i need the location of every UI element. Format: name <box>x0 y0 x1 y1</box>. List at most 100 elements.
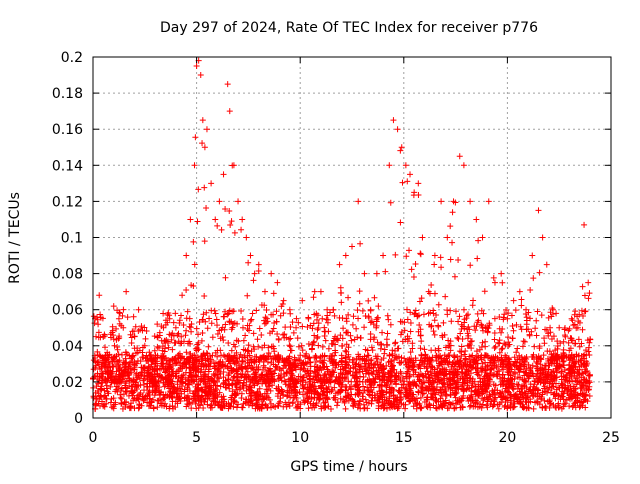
data-point <box>249 310 256 317</box>
data-point <box>573 381 580 388</box>
data-point <box>359 393 366 400</box>
data-point <box>505 339 512 346</box>
data-point <box>330 369 337 376</box>
data-point <box>165 372 172 379</box>
data-point <box>553 360 560 367</box>
data-point <box>200 311 207 318</box>
data-point <box>504 388 511 395</box>
data-point <box>365 297 372 304</box>
data-point <box>208 320 215 327</box>
data-point <box>431 290 438 297</box>
data-point <box>138 371 145 378</box>
data-point <box>170 332 177 339</box>
data-point <box>404 178 411 185</box>
data-point <box>449 400 456 407</box>
data-point-peak <box>510 297 517 304</box>
data-point <box>150 404 157 411</box>
data-point <box>300 397 307 404</box>
data-point <box>471 378 478 385</box>
data-point <box>449 239 456 246</box>
data-point <box>397 147 404 154</box>
data-point <box>540 352 547 359</box>
data-point <box>313 400 320 407</box>
data-point <box>108 395 115 402</box>
data-point <box>127 331 134 338</box>
data-point <box>307 322 314 329</box>
data-point <box>319 315 326 322</box>
data-point-peak <box>411 189 418 196</box>
data-point <box>160 310 167 317</box>
data-point <box>283 356 290 363</box>
data-point <box>441 368 448 375</box>
data-point <box>205 343 212 350</box>
data-point <box>361 387 368 394</box>
data-point <box>428 323 435 330</box>
y-tick-label: 0.2 <box>61 50 83 66</box>
data-point <box>261 320 268 327</box>
data-point-peak <box>390 117 397 124</box>
data-point <box>367 319 374 326</box>
data-point <box>265 344 272 351</box>
data-point <box>286 342 293 349</box>
data-point <box>534 355 541 362</box>
data-point <box>228 326 235 333</box>
data-point <box>375 402 382 409</box>
data-point <box>374 361 381 368</box>
data-point-peak <box>305 315 312 322</box>
data-point <box>114 361 121 368</box>
data-point <box>210 382 217 389</box>
data-point <box>475 372 482 379</box>
data-point <box>432 391 439 398</box>
data-point <box>377 393 384 400</box>
data-point <box>202 392 209 399</box>
data-point <box>460 306 467 313</box>
data-point <box>436 360 443 367</box>
data-point <box>93 362 100 369</box>
data-point <box>479 339 486 346</box>
data-point <box>309 404 316 411</box>
data-point-peak <box>556 324 563 331</box>
data-point <box>343 318 350 325</box>
data-point <box>269 382 276 389</box>
data-point-peak <box>485 198 492 205</box>
data-point <box>568 335 575 342</box>
data-point <box>379 363 386 370</box>
data-point <box>489 356 496 363</box>
data-point <box>131 333 138 340</box>
data-point-peak <box>460 162 467 169</box>
data-point <box>433 371 440 378</box>
data-point <box>355 315 362 322</box>
data-point <box>97 392 104 399</box>
data-point <box>345 294 352 301</box>
data-point <box>577 384 584 391</box>
data-point <box>455 318 462 325</box>
data-point <box>189 377 196 384</box>
data-point-peak <box>255 261 262 268</box>
data-point <box>356 300 363 307</box>
data-point <box>486 376 493 383</box>
data-point <box>129 353 136 360</box>
data-point <box>483 325 490 332</box>
data-point <box>391 357 398 364</box>
data-point <box>548 356 555 363</box>
data-point <box>572 386 579 393</box>
data-point <box>292 392 299 399</box>
data-point <box>159 343 166 350</box>
data-point <box>192 397 199 404</box>
data-point-peak <box>299 297 306 304</box>
data-point <box>166 403 173 410</box>
data-point <box>228 218 235 225</box>
data-point <box>478 321 485 328</box>
data-point <box>560 357 567 364</box>
data-point <box>287 375 294 382</box>
data-point <box>90 366 97 373</box>
data-point <box>515 381 522 388</box>
data-point <box>464 382 471 389</box>
data-point <box>306 373 313 380</box>
data-point <box>332 364 339 371</box>
data-point <box>458 349 465 356</box>
data-point <box>305 340 312 347</box>
data-point <box>320 360 327 367</box>
data-point <box>317 374 324 381</box>
data-point <box>239 316 246 323</box>
